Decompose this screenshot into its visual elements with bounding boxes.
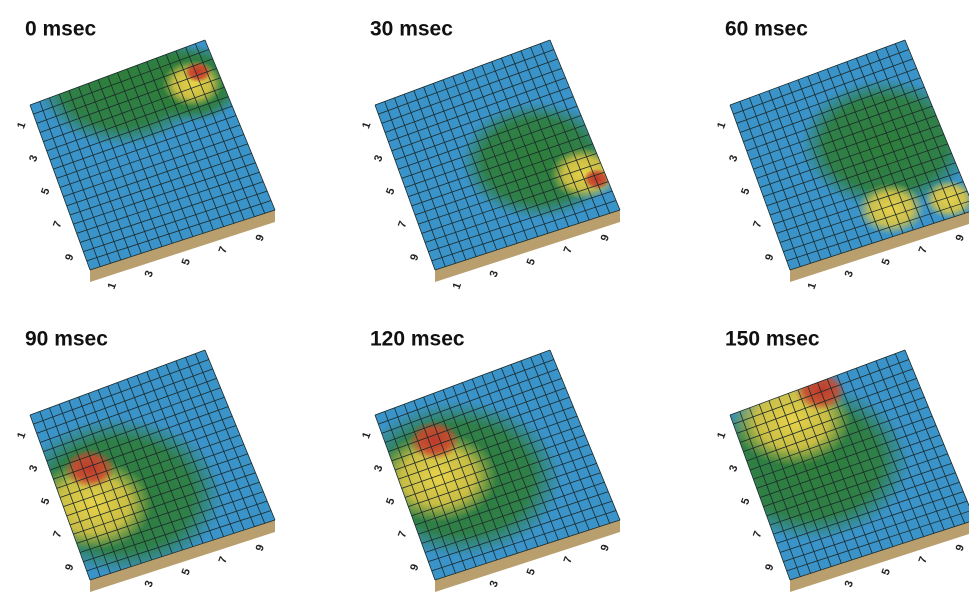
panel: 0 msec 1 3 5 7 9 1 3 5 7 9 xyxy=(15,16,275,291)
y-tick-label: 9 xyxy=(63,563,76,573)
x-tick-label: 5 xyxy=(180,567,193,577)
panel-title: 0 msec xyxy=(25,18,97,41)
x-tick-label: 9 xyxy=(599,233,612,243)
y-tick-label: 1 xyxy=(715,121,728,131)
page: {"panels": [ {"title": "0 msec", "x_tick… xyxy=(0,0,969,592)
y-tick-label: 3 xyxy=(372,464,385,474)
x-tick-label: 5 xyxy=(180,257,193,267)
y-tick-label: 3 xyxy=(27,464,40,474)
x-tick-label: 3 xyxy=(143,579,156,589)
y-tick-label: 5 xyxy=(739,497,752,507)
y-tick-label: 3 xyxy=(727,464,740,474)
x-tick-label: 9 xyxy=(954,233,967,243)
y-tick-label: 9 xyxy=(763,563,776,573)
y-tick-label: 1 xyxy=(15,431,28,441)
x-tick-label: 9 xyxy=(599,543,612,553)
x-tick-label: 3 xyxy=(843,269,856,279)
y-tick-label: 9 xyxy=(408,563,421,573)
y-tick-label: 1 xyxy=(360,121,373,131)
x-tick-label: 1 xyxy=(806,281,819,291)
figure: 0 msec135791357930 msec135791357960 msec… xyxy=(0,0,969,592)
y-tick-label: 9 xyxy=(63,253,76,263)
panel-title: 120 msec xyxy=(370,328,465,351)
x-tick-label: 5 xyxy=(880,257,893,267)
surface-region xyxy=(409,421,460,460)
x-tick-label: 9 xyxy=(954,543,967,553)
panel-title: 30 msec xyxy=(370,18,453,41)
y-tick-label: 7 xyxy=(396,220,409,230)
x-tick-label: 3 xyxy=(488,269,501,279)
x-tick-label: 7 xyxy=(917,245,930,255)
x-tick-label: 9 xyxy=(254,233,267,243)
y-tick-label: 5 xyxy=(39,497,52,507)
x-tick-label: 3 xyxy=(143,269,156,279)
y-tick-label: 7 xyxy=(751,220,764,230)
y-tick-label: 1 xyxy=(15,121,28,131)
surface-region xyxy=(550,148,618,200)
y-tick-label: 1 xyxy=(715,431,728,441)
panel: 60 msec 1 3 5 7 9 1 3 5 7 9 xyxy=(715,18,969,291)
x-tick-label: 7 xyxy=(217,245,230,255)
y-tick-label: 7 xyxy=(51,220,64,230)
x-tick-label: 5 xyxy=(525,567,538,577)
x-tick-label: 9 xyxy=(254,543,267,553)
x-tick-label: 3 xyxy=(488,579,501,589)
x-tick-label: 1 xyxy=(106,281,119,291)
y-tick-label: 1 xyxy=(360,431,373,441)
panel-title: 90 msec xyxy=(25,328,108,351)
x-tick-label: 1 xyxy=(451,281,464,291)
x-tick-label: 7 xyxy=(917,555,930,565)
y-tick-label: 5 xyxy=(39,187,52,197)
y-tick-label: 3 xyxy=(27,154,40,164)
y-tick-label: 7 xyxy=(396,530,409,540)
y-tick-label: 3 xyxy=(727,154,740,164)
x-tick-label: 7 xyxy=(562,245,575,255)
y-tick-label: 5 xyxy=(384,187,397,197)
x-tick-label: 7 xyxy=(562,555,575,565)
x-tick-label: 3 xyxy=(843,579,856,589)
x-tick-label: 5 xyxy=(880,567,893,577)
y-tick-label: 5 xyxy=(384,497,397,507)
y-tick-label: 9 xyxy=(763,253,776,263)
y-tick-label: 7 xyxy=(51,530,64,540)
y-tick-label: 7 xyxy=(751,530,764,540)
y-tick-label: 5 xyxy=(739,187,752,197)
panel-title: 150 msec xyxy=(725,328,820,351)
x-tick-label: 7 xyxy=(217,555,230,565)
x-tick-label: 5 xyxy=(525,257,538,267)
y-tick-label: 3 xyxy=(372,154,385,164)
panel: 30 msec 1 3 5 7 9 1 3 5 7 9 xyxy=(360,18,620,291)
panel-title: 60 msec xyxy=(725,18,808,41)
y-tick-label: 9 xyxy=(408,253,421,263)
